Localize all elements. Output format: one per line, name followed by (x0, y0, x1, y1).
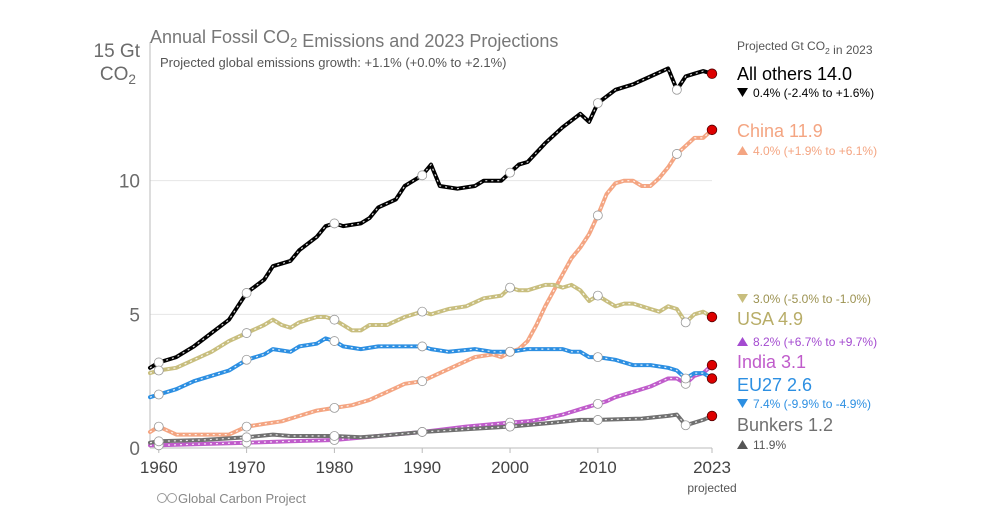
data-point-marker (417, 341, 428, 352)
triangle-down-icon (737, 294, 748, 303)
series-dots-india (150, 364, 713, 446)
data-point-marker (680, 317, 691, 328)
data-point-marker (592, 210, 603, 221)
data-point-marker (241, 432, 252, 443)
triangle-down-icon (737, 399, 748, 408)
data-point-marker (592, 398, 603, 409)
data-point-marker (680, 420, 691, 431)
data-point-marker (241, 354, 252, 365)
projected-point (706, 373, 718, 384)
data-point-marker (241, 328, 252, 338)
triangle-up-icon (737, 337, 748, 346)
data-point-marker (153, 365, 164, 376)
legend-growth-china: 4.0% (+1.9% to +6.1%) (753, 144, 877, 158)
projected-point (706, 68, 718, 79)
projected-point (706, 359, 718, 371)
data-point-marker (329, 218, 340, 229)
series-dots-china (149, 129, 713, 436)
x-tick-label: 1960 (140, 458, 178, 477)
legend-growth-eu27: 7.4% (-9.9% to -4.9%) (753, 397, 871, 411)
triangle-up-icon (737, 146, 748, 155)
data-point-marker (592, 352, 603, 363)
data-point-marker (505, 282, 515, 293)
legend-growth-all others: 0.4% (-2.4% to +1.6%) (753, 86, 874, 100)
series-line-china (148, 127, 714, 437)
data-point-marker (241, 288, 252, 298)
legend-growth-usa: 3.0% (-5.0% to -1.0%) (753, 292, 871, 306)
legend-label-bunkers: Bunkers 1.2 (737, 415, 833, 435)
x-tick-label: 1980 (315, 458, 353, 477)
legend-growth-india: 8.2% (+6.7% to +9.7%) (753, 335, 877, 349)
data-point-marker (505, 421, 515, 432)
x-tick-label: 2010 (579, 458, 617, 477)
data-point-marker (329, 431, 340, 441)
data-point-marker (671, 84, 682, 95)
data-point-marker (671, 149, 682, 159)
legend-label-eu27: EU27 2.6 (737, 375, 812, 395)
x-tick-label: 1970 (228, 458, 266, 477)
triangle-down-icon (737, 88, 748, 97)
x-tick-label: 1990 (403, 458, 441, 477)
x-tick-label: 2023 (693, 458, 731, 477)
data-point-marker (417, 170, 428, 181)
projected-point (706, 311, 718, 323)
legend-label-usa: USA 4.9 (737, 309, 803, 329)
x-projected-label: projected (687, 481, 736, 495)
data-point-marker (153, 436, 164, 447)
series-line-all others (148, 66, 714, 370)
series-dots-all others (149, 67, 713, 369)
y-tick-label: 5 (129, 305, 140, 326)
legend-label-all others: All others 14.0 (737, 64, 852, 84)
y-tick-label: 10 (119, 172, 140, 193)
data-point-marker (680, 373, 691, 384)
chart-subtitle: Projected global emissions growth: +1.1%… (160, 55, 507, 70)
series-line-eu27 (148, 336, 714, 400)
data-point-marker (329, 314, 340, 325)
data-point-marker (153, 389, 164, 400)
series-dots-eu27 (149, 337, 713, 398)
data-point-marker (329, 336, 340, 346)
triangle-up-icon (737, 440, 748, 449)
data-point-marker (592, 415, 603, 425)
data-point-marker (505, 346, 515, 357)
data-point-marker (505, 167, 515, 178)
data-point-marker (417, 376, 428, 387)
x-tick-label: 2000 (491, 458, 529, 477)
legend-label-china: China 11.9 (737, 121, 823, 141)
data-point-marker (592, 98, 603, 109)
data-point-marker (153, 421, 164, 432)
series-dots-usa (149, 284, 713, 374)
legend-growth-bunkers: 11.9% (753, 438, 786, 452)
data-point-marker (241, 421, 252, 432)
credit-label: Global Carbon Project (178, 491, 306, 506)
chart-title: Annual Fossil CO2 Emissions and 2023 Pro… (150, 27, 558, 51)
series-line-usa (148, 282, 714, 376)
series-dots-bunkers (149, 413, 713, 444)
legend-header: Projected Gt CO2 in 2023 (737, 39, 873, 57)
creative-commons-icon (157, 493, 177, 503)
y-tick-label: 0 (129, 439, 140, 460)
data-point-marker (417, 306, 428, 317)
y-axis-unit-top: 15 Gt (94, 41, 141, 62)
data-point-marker (417, 427, 428, 437)
projected-point (706, 124, 718, 136)
data-point-marker (592, 290, 603, 301)
legend-label-india: India 3.1 (737, 352, 806, 372)
y-axis-unit-bottom: CO2 (100, 64, 136, 87)
data-point-marker (329, 402, 340, 413)
projected-point (706, 410, 718, 422)
